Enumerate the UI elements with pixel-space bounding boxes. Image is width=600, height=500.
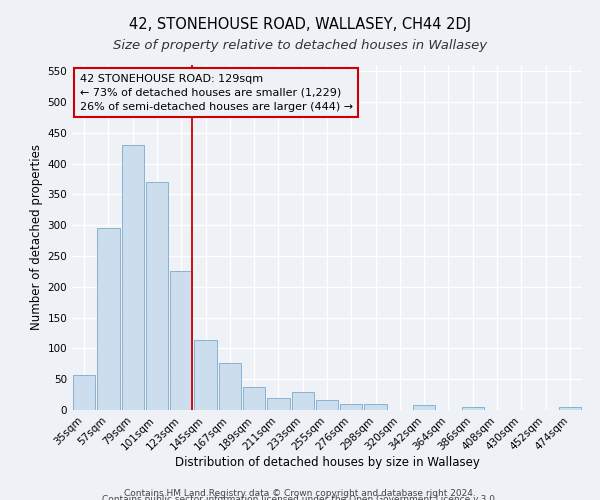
Bar xyxy=(73,375,95,410)
Text: 42, STONEHOUSE ROAD, WALLASEY, CH44 2DJ: 42, STONEHOUSE ROAD, WALLASEY, CH44 2DJ xyxy=(129,18,471,32)
Bar xyxy=(97,228,119,410)
X-axis label: Distribution of detached houses by size in Wallasey: Distribution of detached houses by size … xyxy=(175,456,479,469)
Bar xyxy=(316,400,338,410)
Bar xyxy=(559,407,581,410)
Bar xyxy=(292,392,314,410)
Bar xyxy=(170,272,193,410)
Text: Contains public sector information licensed under the Open Government Licence v.: Contains public sector information licen… xyxy=(102,495,498,500)
Bar xyxy=(146,182,168,410)
Text: Contains HM Land Registry data © Crown copyright and database right 2024.: Contains HM Land Registry data © Crown c… xyxy=(124,488,476,498)
Bar xyxy=(122,145,144,410)
Bar xyxy=(364,404,387,410)
Y-axis label: Number of detached properties: Number of detached properties xyxy=(30,144,43,330)
Bar xyxy=(413,405,436,410)
Bar xyxy=(194,340,217,410)
Bar xyxy=(243,386,265,410)
Bar xyxy=(267,398,290,410)
Bar xyxy=(461,407,484,410)
Text: Size of property relative to detached houses in Wallasey: Size of property relative to detached ho… xyxy=(113,40,487,52)
Text: 42 STONEHOUSE ROAD: 129sqm
← 73% of detached houses are smaller (1,229)
26% of s: 42 STONEHOUSE ROAD: 129sqm ← 73% of deta… xyxy=(80,74,353,112)
Bar xyxy=(340,404,362,410)
Bar xyxy=(218,363,241,410)
